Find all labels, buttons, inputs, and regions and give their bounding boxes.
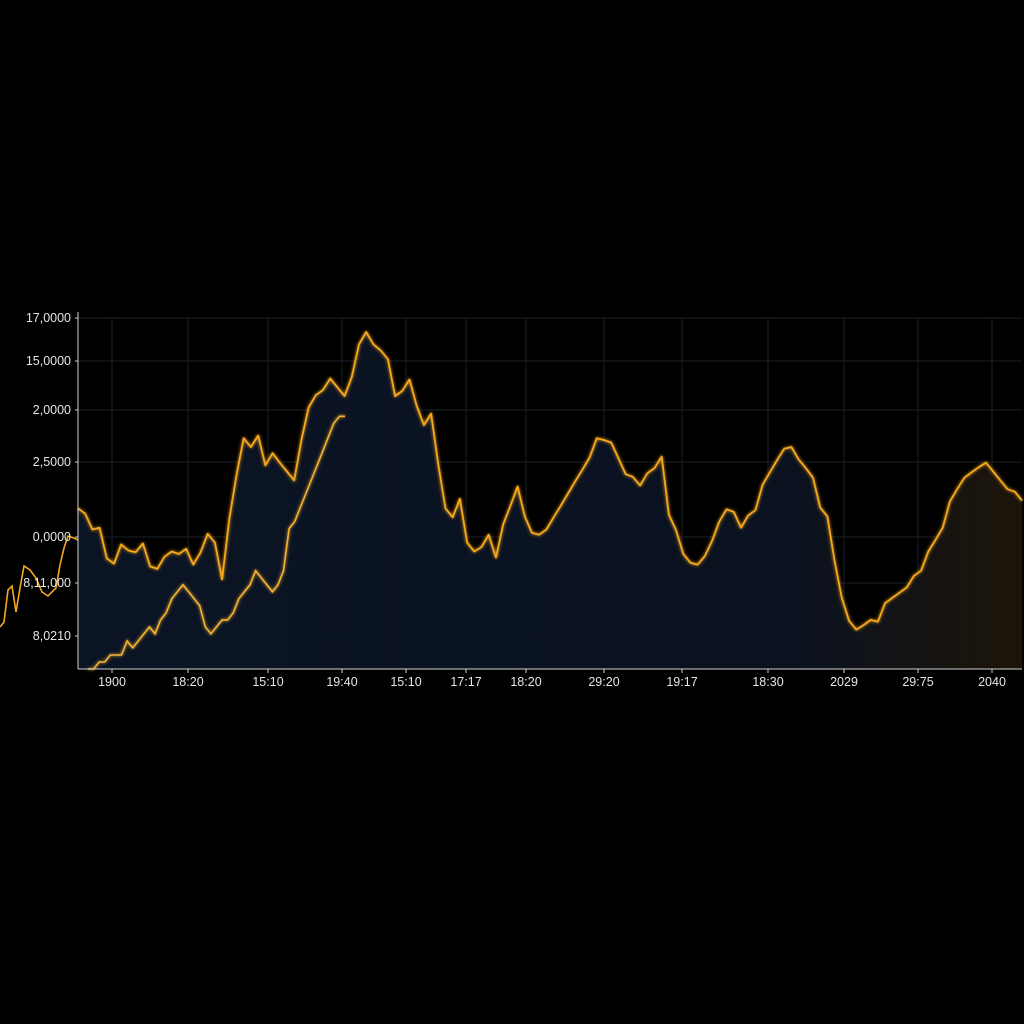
series-area-fill: [78, 332, 1022, 669]
x-tick-label: 2029: [830, 675, 858, 689]
x-tick-label: 2040: [978, 675, 1006, 689]
y-tick-label: 17,0000: [26, 311, 71, 325]
y-tick-label: 8,11,000: [23, 576, 71, 590]
x-tick-label: 15:10: [390, 675, 421, 689]
x-tick-label: 29:75: [902, 675, 933, 689]
x-tick-label: 15:10: [252, 675, 283, 689]
series-line-left-stub: [0, 534, 79, 628]
y-tick-label: 8,0210: [33, 629, 71, 643]
x-tick-label: 19:40: [326, 675, 357, 689]
y-tick-label: 0,0000: [33, 530, 71, 544]
x-tick-label: 29:20: [588, 675, 619, 689]
y-tick-label: 15,0000: [26, 354, 71, 368]
x-axis-ticks: 1900 18:20 15:10 19:40 15:10 17:17 18:20 29:20 1…: [98, 669, 1006, 689]
y-tick-label: 2,5000: [33, 455, 71, 469]
x-tick-label: 19:17: [666, 675, 697, 689]
x-tick-label: 1900: [98, 675, 126, 689]
series-line-main: [77, 331, 1023, 631]
x-tick-label: 18:20: [172, 675, 203, 689]
y-axis-ticks: 17,0000 15,0000 2,0000 2,5000 0,0000 8,11,000…: [23, 311, 78, 643]
y-tick-label: 2,0000: [33, 403, 71, 417]
x-tick-label: 18:20: [510, 675, 541, 689]
series-line-secondary: [88, 415, 345, 670]
x-tick-label: 18:30: [752, 675, 783, 689]
x-tick-label: 17:17: [450, 675, 481, 689]
